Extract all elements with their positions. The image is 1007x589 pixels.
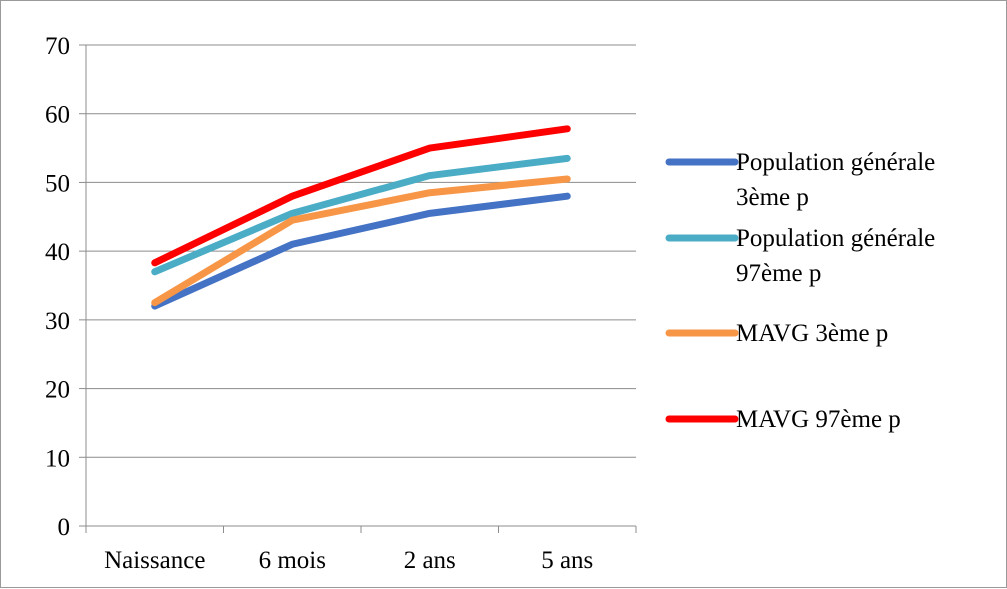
data-point	[428, 146, 432, 150]
data-point	[428, 174, 432, 178]
y-tick-label: 30	[45, 308, 70, 335]
y-tick-label: 40	[45, 239, 70, 266]
legend-label: Population générale	[736, 149, 935, 176]
data-point	[565, 156, 569, 160]
series-line-1	[151, 192, 571, 310]
axes	[79, 44, 637, 533]
legend-label: Population générale	[736, 225, 935, 252]
series-line-4	[151, 125, 571, 267]
series-line-2	[151, 154, 571, 276]
data-point	[290, 194, 294, 198]
y-tick-label: 60	[45, 102, 70, 129]
data-point	[565, 177, 569, 181]
series-line-3	[151, 175, 571, 307]
y-tick-label: 50	[45, 170, 70, 197]
data-point	[153, 261, 157, 265]
y-tick-labels: 0 10 20 30 40 50 60 70	[45, 33, 70, 541]
data-point	[290, 211, 294, 215]
x-tick-label: Naissance	[104, 547, 205, 574]
data-point	[428, 211, 432, 215]
data-point	[290, 218, 294, 222]
y-tick-label: 20	[45, 377, 70, 404]
y-tick-label: 10	[45, 445, 70, 472]
gridlines	[86, 44, 636, 458]
legend-label: MAVG 3ème p	[736, 320, 888, 347]
legend: Population générale 3ème p Population géné…	[665, 149, 935, 433]
y-tick-label: 0	[58, 514, 71, 541]
legend-label: 3ème p	[736, 184, 809, 211]
data-point	[565, 194, 569, 198]
data-point	[290, 242, 294, 246]
legend-label: MAVG 97ème p	[736, 406, 901, 433]
data-point	[153, 301, 157, 305]
x-tick-label: 6 mois	[259, 547, 326, 574]
legend-label: 97ème p	[736, 260, 821, 287]
data-point	[428, 191, 432, 195]
x-tick-labels: Naissance 6 mois 2 ans 5 ans	[104, 547, 593, 574]
x-tick-label: 2 ans	[404, 547, 456, 574]
data-point	[153, 270, 157, 274]
series-lines	[151, 125, 571, 310]
data-point	[565, 127, 569, 131]
y-tick-label: 70	[45, 33, 70, 60]
x-tick-label: 5 ans	[541, 547, 593, 574]
